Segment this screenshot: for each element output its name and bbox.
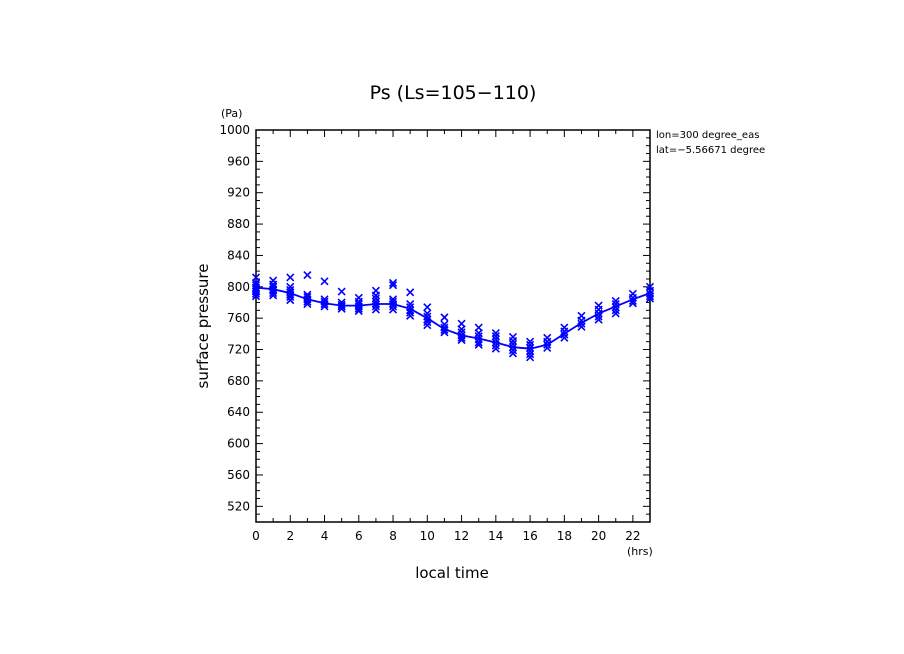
sample-point — [354, 307, 363, 316]
sample-point — [611, 309, 620, 318]
y-unit-label: (Pa) — [221, 107, 242, 120]
chart-title: Ps (Ls=105−110) — [370, 82, 537, 104]
y-tick-label: 720 — [227, 343, 250, 357]
x-tick-label: 16 — [522, 529, 537, 543]
sample-point — [474, 328, 483, 338]
mean-pressure-line — [255, 286, 651, 350]
sample-point — [320, 277, 329, 286]
sample-point — [388, 305, 398, 314]
x-tick-label: 0 — [252, 529, 260, 543]
sample-point — [457, 325, 466, 334]
y-tick-label: 600 — [227, 437, 250, 451]
y-tick-label: 1000 — [219, 123, 250, 137]
sample-point — [406, 288, 415, 297]
sample-point — [474, 338, 483, 347]
sample-point — [560, 327, 569, 336]
sample-point — [303, 299, 312, 309]
sample-point — [526, 340, 535, 349]
annotation-lat: lat=−5.56671 degree — [656, 145, 765, 156]
y-axis: 520 560 600 640 680 720 760 800 840 880 920 960 1000 — [219, 123, 650, 523]
sample-point — [577, 316, 586, 325]
x-tick-label: 14 — [488, 529, 503, 543]
sample-point — [526, 353, 535, 362]
sample-point — [303, 270, 312, 280]
y-tick-label: 880 — [227, 217, 250, 231]
sample-point — [491, 332, 500, 341]
x-tick-label: 22 — [625, 529, 640, 543]
sample-point — [286, 273, 295, 282]
sample-point — [508, 349, 518, 358]
sample-point — [457, 336, 466, 345]
sample-point — [269, 291, 278, 300]
x-axis: 0 2 4 6 8 10 12 14 16 18 20 22 — [252, 130, 651, 543]
plot-frame — [255, 129, 651, 523]
sample-point — [491, 344, 500, 353]
x-tick-label: 12 — [454, 529, 469, 543]
sample-point — [423, 303, 432, 312]
x-unit-label: (hrs) — [627, 545, 653, 558]
sample-point — [388, 281, 398, 290]
x-tick-label: 2 — [286, 529, 294, 543]
sample-point — [491, 328, 500, 338]
x-tick-label: 6 — [355, 529, 363, 543]
y-tick-label: 800 — [227, 280, 250, 294]
x-tick-label: 20 — [591, 529, 606, 543]
sample-point — [286, 296, 295, 305]
y-tick-label: 960 — [227, 154, 250, 168]
y-tick-label: 680 — [227, 374, 250, 388]
sample-point — [474, 340, 483, 349]
sample-point — [337, 287, 346, 296]
y-tick-label: 520 — [227, 499, 250, 513]
sample-point — [508, 336, 518, 345]
y-tick-label: 560 — [227, 468, 250, 482]
sample-point — [371, 291, 380, 300]
x-tick-label: 18 — [557, 529, 572, 543]
sample-point — [611, 296, 620, 305]
y-axis-label: surface pressure — [194, 264, 212, 389]
x-tick-label: 4 — [321, 529, 329, 543]
annotation-lon: lon=300 degree_eas — [656, 130, 759, 141]
x-tick-label: 8 — [389, 529, 397, 543]
sample-point — [269, 289, 278, 298]
y-tick-label: 920 — [227, 186, 250, 200]
sample-point — [371, 305, 380, 314]
sample-point — [423, 321, 432, 330]
sample-point — [388, 278, 398, 287]
y-tick-label: 760 — [227, 311, 250, 325]
sample-point — [423, 309, 432, 318]
sample-point — [645, 294, 655, 303]
sample-point — [526, 337, 535, 346]
sample-point — [526, 350, 535, 359]
sample-point — [406, 311, 415, 320]
sample-point — [594, 315, 603, 324]
y-tick-label: 640 — [227, 405, 250, 419]
x-tick-label: 10 — [420, 529, 435, 543]
sample-point — [251, 289, 261, 298]
y-tick-label: 840 — [227, 248, 250, 262]
sample-point — [251, 292, 261, 301]
x-axis-label: local time — [415, 564, 489, 582]
sample-point — [440, 313, 449, 322]
sample-point — [406, 299, 415, 309]
